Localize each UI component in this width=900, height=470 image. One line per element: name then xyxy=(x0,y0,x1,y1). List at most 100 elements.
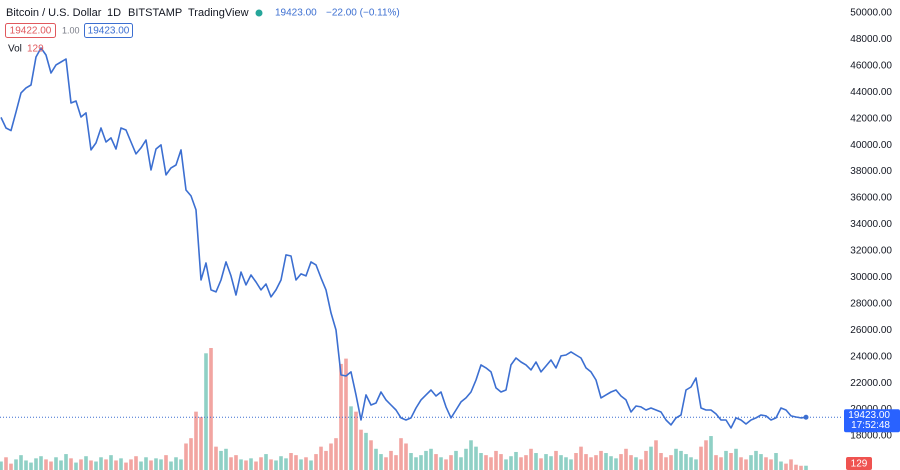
volume-bar xyxy=(499,454,503,470)
volume-bar xyxy=(514,451,518,470)
volume-bar xyxy=(604,453,608,470)
volume-bar xyxy=(644,450,648,470)
volume-bar xyxy=(109,455,113,470)
volume-bar xyxy=(59,460,63,470)
price-line xyxy=(0,47,807,429)
volume-bar xyxy=(704,440,708,470)
volume-bar xyxy=(724,450,728,470)
volume-bar xyxy=(584,454,588,470)
volume-bar xyxy=(279,456,283,470)
volume-bar xyxy=(679,450,683,470)
volume-bar xyxy=(754,450,758,470)
volume-bar xyxy=(49,461,53,470)
volume-bar xyxy=(624,448,628,470)
y-tick-label: 38000.00 xyxy=(850,166,892,177)
volume-bar xyxy=(779,461,783,470)
bid[interactable]: 19422.00 xyxy=(10,26,52,37)
volume-bar xyxy=(359,429,363,470)
price-tag xyxy=(844,409,900,433)
volume-bar xyxy=(769,459,773,470)
volume-bar xyxy=(294,455,298,470)
symbol: Bitcoin / U.S. Dollar xyxy=(6,7,102,19)
volume-bar xyxy=(759,454,763,470)
volume-layer xyxy=(0,348,808,470)
volume-bar xyxy=(494,450,498,470)
volume-value: 129 xyxy=(27,44,44,55)
volume-bar xyxy=(159,459,163,470)
volume-bar xyxy=(609,456,613,470)
y-tick-label: 32000.00 xyxy=(850,246,892,257)
volume-bar xyxy=(774,453,778,470)
y-tick-label: 22000.00 xyxy=(850,378,892,389)
volume-bar xyxy=(484,455,488,470)
volume-bar xyxy=(594,455,598,470)
volume-bar xyxy=(119,458,123,470)
y-tick-label: 48000.00 xyxy=(850,34,892,45)
bid-box[interactable] xyxy=(5,23,56,38)
volume-title: Vol xyxy=(8,44,22,55)
volume-bar xyxy=(349,406,353,470)
ask-box[interactable] xyxy=(84,23,133,38)
volume-bar xyxy=(684,454,688,470)
volume-bar xyxy=(94,461,98,470)
volume-bar xyxy=(309,460,313,470)
volume-bar xyxy=(144,457,148,470)
volume-bar xyxy=(9,463,13,470)
volume-bar xyxy=(259,457,263,470)
volume-bar xyxy=(209,348,213,470)
volume-bar xyxy=(404,443,408,470)
last-point xyxy=(803,414,809,420)
volume-bar xyxy=(174,457,178,470)
volume-bar xyxy=(114,460,118,470)
volume-bar xyxy=(369,440,373,470)
volume-bar xyxy=(794,464,798,470)
volume-tag-label: 129 xyxy=(851,459,868,470)
interval: 1D xyxy=(107,7,121,19)
volume-bar xyxy=(4,457,8,470)
volume-bar xyxy=(789,459,793,470)
volume-bar xyxy=(79,459,83,470)
volume-bar xyxy=(579,446,583,470)
volume-bar xyxy=(509,456,513,470)
volume-bar xyxy=(729,453,733,470)
volume-bar xyxy=(469,440,473,470)
volume-bar xyxy=(739,457,743,470)
volume-bar xyxy=(264,454,268,470)
volume-bar xyxy=(504,459,508,470)
volume-bar xyxy=(744,459,748,470)
volume-bar xyxy=(524,455,528,470)
volume-bar xyxy=(344,358,348,470)
volume-bar xyxy=(44,459,48,470)
volume-bar xyxy=(284,458,288,470)
volume-bar xyxy=(299,459,303,470)
volume-bar xyxy=(169,461,173,470)
volume-bar xyxy=(154,458,158,470)
volume-bar xyxy=(29,462,33,470)
volume-bar xyxy=(64,454,68,470)
volume-bar xyxy=(54,457,58,470)
volume-bar xyxy=(409,453,413,470)
volume-bar xyxy=(669,455,673,470)
volume-bar xyxy=(479,453,483,470)
volume-bar xyxy=(104,459,108,470)
countdown: 17:52:48 xyxy=(851,420,890,431)
volume-bar xyxy=(749,455,753,470)
volume-bar xyxy=(249,458,253,470)
volume-bar xyxy=(489,457,493,470)
volume-bar xyxy=(214,446,218,470)
volume-bar xyxy=(124,462,128,470)
y-tick-label: 34000.00 xyxy=(850,219,892,230)
volume-bar xyxy=(19,455,23,470)
y-tick-label: 26000.00 xyxy=(850,325,892,336)
volume-bar xyxy=(474,446,478,470)
y-tick-label: 40000.00 xyxy=(850,140,892,151)
volume-bar xyxy=(599,450,603,470)
y-tick-label: 44000.00 xyxy=(850,87,892,98)
ask[interactable]: 19423.00 xyxy=(88,26,130,37)
y-tick-label: 28000.00 xyxy=(850,298,892,309)
volume-bar xyxy=(764,457,768,470)
volume-bar xyxy=(549,456,553,470)
volume-bar xyxy=(664,457,668,470)
volume-bar xyxy=(709,436,713,470)
